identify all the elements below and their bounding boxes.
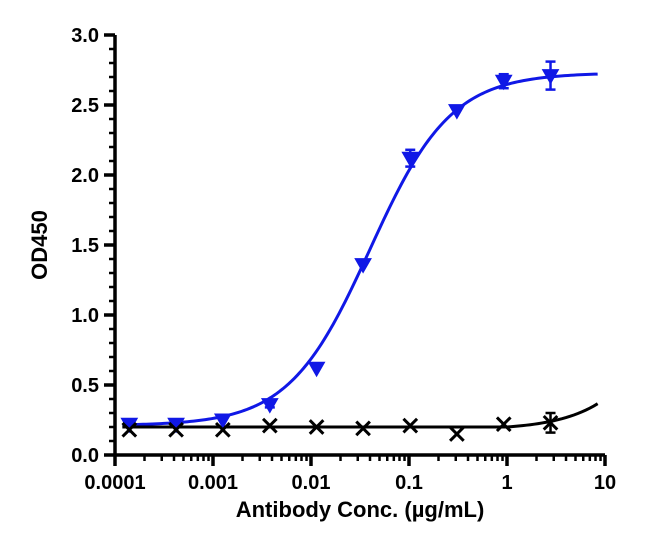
y-axis-label: OD450 — [27, 210, 52, 280]
dose-response-chart: 0.0 0.5 1.0 1.5 2.0 2.5 3.0 0.0001 0.001 0.01 0.1 1… — [0, 0, 658, 553]
chart-svg: 0.0 0.5 1.0 1.5 2.0 2.5 3.0 0.0001 0.001 0.01 0.1 1… — [0, 0, 658, 553]
svg-text:0.5: 0.5 — [71, 375, 99, 397]
svg-text:1: 1 — [501, 472, 512, 494]
svg-text:2.5: 2.5 — [71, 95, 99, 117]
svg-text:10: 10 — [594, 472, 616, 494]
svg-text:0.01: 0.01 — [292, 472, 331, 494]
svg-text:3.0: 3.0 — [71, 25, 99, 47]
svg-text:0.1: 0.1 — [395, 472, 423, 494]
svg-text:0.0001: 0.0001 — [84, 472, 145, 494]
svg-text:1.5: 1.5 — [71, 235, 99, 257]
svg-text:2.0: 2.0 — [71, 165, 99, 187]
svg-text:1.0: 1.0 — [71, 305, 99, 327]
x-axis-label: Antibody Conc. (µg/mL) — [236, 497, 485, 522]
svg-text:0.001: 0.001 — [188, 472, 238, 494]
svg-text:0.0: 0.0 — [71, 445, 99, 467]
